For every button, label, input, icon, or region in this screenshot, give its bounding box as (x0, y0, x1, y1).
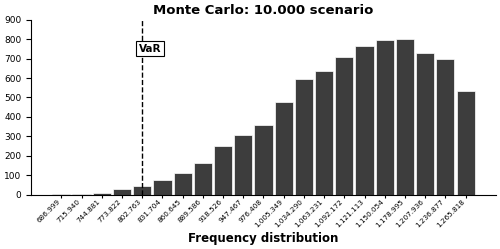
Bar (174, 173, 192, 194)
Bar (274, 102, 293, 194)
Title: Monte Carlo: 10.000 scenario: Monte Carlo: 10.000 scenario (154, 4, 374, 17)
Bar (214, 146, 232, 194)
Bar (133, 186, 152, 194)
Bar (254, 125, 272, 194)
X-axis label: Frequency distribution: Frequency distribution (188, 232, 338, 245)
Bar (92, 193, 111, 194)
Bar (113, 189, 131, 194)
Bar (456, 91, 474, 194)
Bar (335, 57, 353, 194)
Bar (436, 59, 454, 194)
Bar (154, 180, 172, 194)
Bar (194, 164, 212, 194)
Bar (295, 79, 313, 194)
Text: VaR: VaR (139, 44, 162, 54)
Bar (416, 53, 434, 194)
Bar (234, 135, 252, 194)
Bar (396, 39, 414, 194)
Bar (315, 71, 333, 194)
Bar (376, 40, 394, 194)
Bar (356, 46, 374, 194)
